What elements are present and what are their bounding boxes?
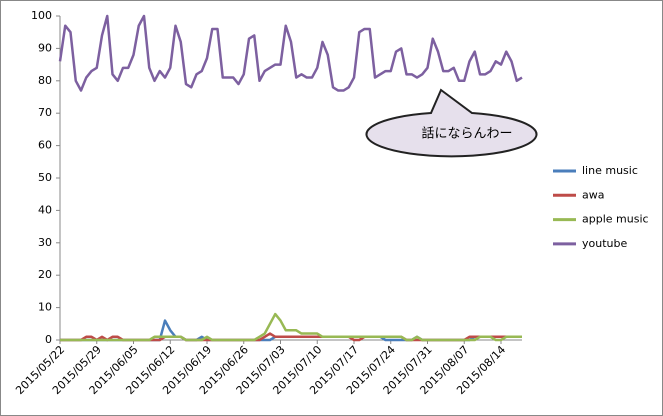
legend-label: line music [582, 164, 638, 177]
y-tick-label: 100 [31, 9, 52, 22]
y-tick-label: 50 [38, 171, 52, 184]
series-line [58, 14, 523, 92]
callout-text: 話にならんわー [421, 126, 512, 142]
y-tick-label: 10 [38, 301, 52, 314]
y-tick-label: 60 [38, 139, 52, 152]
y-tick-label: 40 [38, 203, 52, 216]
legend-label: youtube [582, 237, 627, 250]
y-tick-label: 70 [38, 106, 52, 119]
y-tick-label: 80 [38, 74, 52, 87]
y-tick-label: 30 [38, 236, 52, 249]
callout [365, 88, 538, 158]
series-line [60, 312, 522, 342]
legend-label: awa [582, 188, 604, 201]
y-tick-label: 90 [38, 41, 52, 54]
legend-label: apple music [582, 213, 649, 226]
y-tick-label: 0 [45, 333, 52, 346]
y-tick-label: 20 [38, 268, 52, 281]
